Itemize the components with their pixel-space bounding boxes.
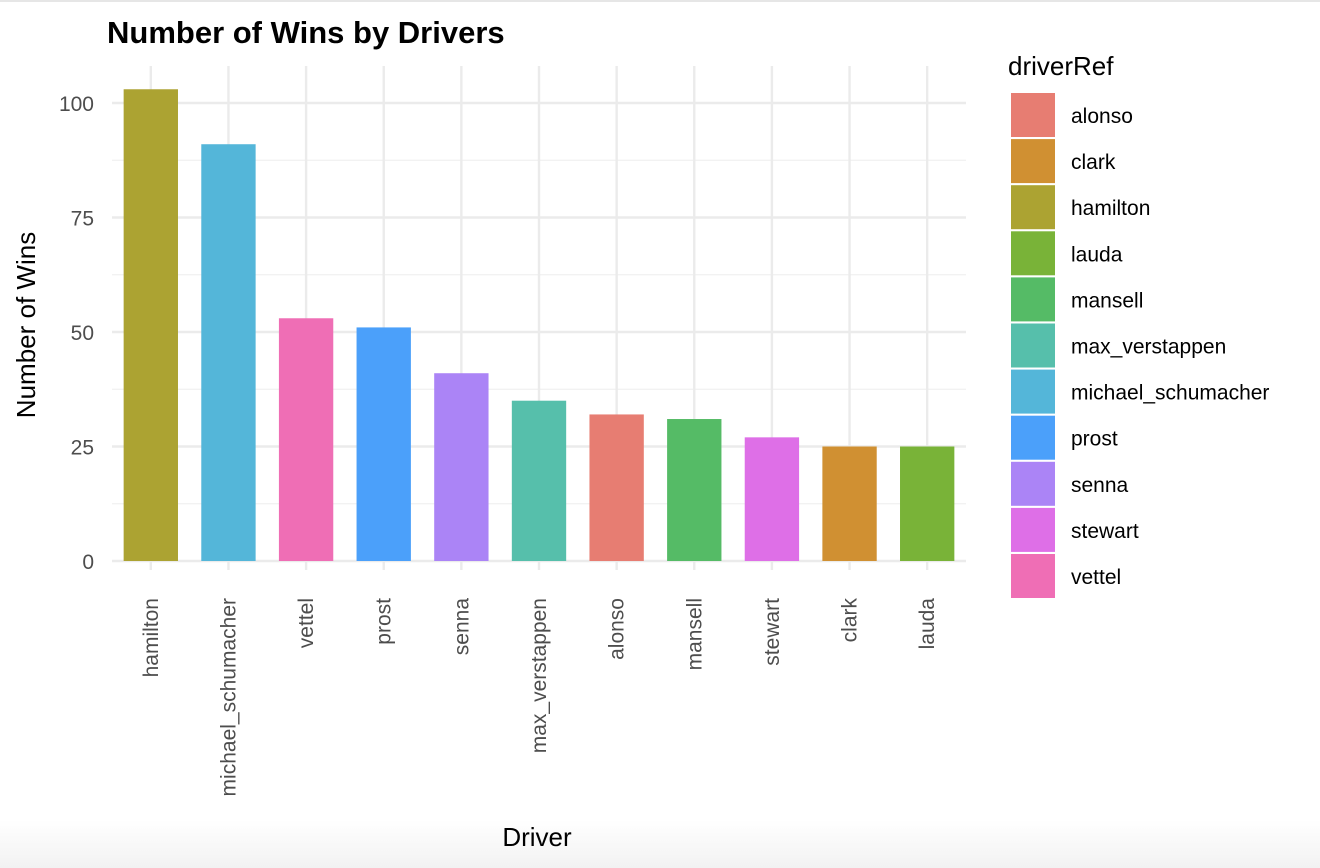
legend-item: clark	[1011, 139, 1116, 184]
y-axis-title: Number of Wins	[11, 232, 41, 418]
legend-swatch	[1011, 369, 1055, 414]
y-tick-labels: 0 25 50 75 100	[59, 93, 94, 574]
x-tick-label: clark	[839, 598, 862, 643]
legend-label: clark	[1071, 151, 1116, 174]
bar-clark	[822, 446, 877, 561]
legend-item: senna	[1011, 461, 1129, 506]
legend-label: hamilton	[1071, 197, 1150, 220]
x-tick-label: hamilton	[140, 598, 163, 677]
y-tick-label: 100	[59, 93, 94, 116]
legend-label: stewart	[1071, 520, 1139, 543]
legend-label: alonso	[1071, 105, 1133, 128]
legend-item: max_verstappen	[1011, 323, 1226, 368]
legend-item: alonso	[1011, 93, 1133, 137]
bar-alonso	[589, 414, 644, 561]
x-axis-title: Driver	[502, 822, 572, 852]
bar-prost	[356, 327, 411, 561]
bar-stewart	[744, 437, 800, 561]
legend-label: max_verstappen	[1071, 336, 1226, 359]
legend-item: michael_schumacher	[1011, 369, 1269, 414]
legend-item: mansell	[1011, 277, 1143, 322]
x-tick-label: stewart	[761, 598, 784, 666]
x-tick-label: mansell	[683, 598, 706, 670]
legend-label: vettel	[1071, 566, 1121, 589]
bar-max_verstappen	[511, 400, 567, 561]
legend-label: michael_schumacher	[1071, 382, 1269, 405]
legend-swatch	[1011, 277, 1055, 322]
legend-item: lauda	[1011, 231, 1123, 276]
legend-item: prost	[1011, 415, 1118, 460]
bar-michael_schumacher	[201, 144, 256, 561]
legend-title: driverRef	[1008, 51, 1114, 81]
legend-label: mansell	[1071, 289, 1143, 312]
x-tick-label: lauda	[916, 598, 939, 650]
bottom-fade	[0, 820, 1320, 868]
x-tick-label: prost	[373, 598, 396, 645]
x-tick-label: max_verstappen	[528, 598, 551, 753]
bar-lauda	[900, 446, 955, 561]
x-tick-label: senna	[450, 598, 473, 656]
legend-label: senna	[1071, 474, 1129, 497]
bars	[123, 89, 955, 561]
legend-label: prost	[1071, 428, 1118, 451]
legend-swatch	[1011, 415, 1055, 460]
bar-senna	[434, 373, 489, 561]
chart-title: Number of Wins by Drivers	[107, 15, 505, 50]
legend-item: stewart	[1011, 507, 1139, 552]
legend-swatch	[1011, 461, 1055, 506]
legend-item: hamilton	[1011, 185, 1150, 230]
y-tick-label: 0	[82, 551, 94, 574]
x-tick-label: michael_schumacher	[217, 598, 240, 796]
x-tick-labels: hamilton michael_schumacher vettel prost sen…	[140, 598, 939, 797]
legend-swatch	[1011, 507, 1055, 552]
legend-swatch	[1011, 323, 1055, 368]
legend-swatch	[1011, 93, 1055, 137]
legend-swatch	[1011, 185, 1055, 230]
bar-vettel	[278, 318, 334, 561]
top-border	[0, 0, 1320, 2]
y-tick-label: 75	[71, 208, 94, 231]
legend-swatch	[1011, 554, 1055, 598]
legend-label: lauda	[1071, 243, 1123, 266]
legend-items: alonso clark hamilton lauda mansell max_verst…	[1011, 93, 1269, 598]
y-tick-label: 50	[71, 322, 94, 345]
x-tick-label: vettel	[295, 598, 318, 648]
legend-swatch	[1011, 139, 1055, 184]
bar-hamilton	[123, 89, 178, 561]
legend-swatch	[1011, 231, 1055, 276]
y-tick-label: 25	[71, 437, 94, 460]
legend-item: vettel	[1011, 554, 1121, 598]
bar-mansell	[667, 419, 722, 561]
legend: driverRef alonso clark hamilton lauda mansel…	[1008, 51, 1269, 598]
x-tick-label: alonso	[606, 598, 629, 660]
